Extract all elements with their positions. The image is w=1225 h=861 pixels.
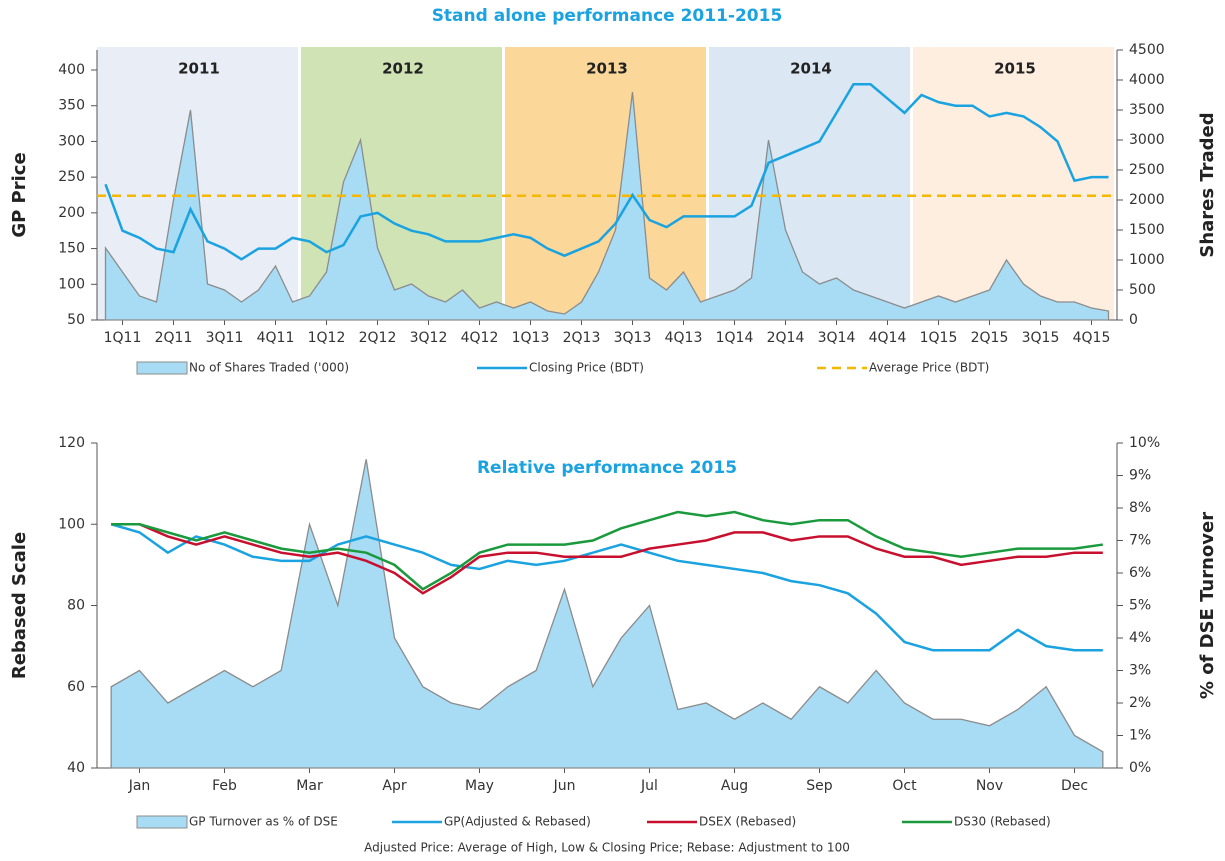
y2-tick-label: 10% (1129, 435, 1160, 451)
x-tick-label: 2Q15 (971, 330, 1009, 346)
y-axis-title: GP Price (9, 152, 30, 237)
legend-label: GP(Adjusted & Rebased) (444, 815, 591, 829)
area-series (104, 91, 1110, 321)
legend-label: Closing Price (BDT) (529, 361, 644, 375)
y-axis-title: Rebased Scale (9, 532, 30, 679)
y-tick-label: 350 (58, 98, 85, 114)
y-tick-label: 80 (67, 598, 85, 614)
y2-tick-label: 0% (1129, 760, 1151, 776)
x-tick-label: 3Q14 (818, 330, 856, 346)
x-tick-label: 1Q12 (308, 330, 346, 346)
chart-title: Stand alone performance 2011-2015 (432, 6, 783, 26)
x-tick-label: 3Q15 (1022, 330, 1060, 346)
band-label: 2013 (586, 60, 628, 78)
y2-tick-label: 3000 (1129, 132, 1165, 148)
x-tick-label: 2Q13 (563, 330, 601, 346)
x-tick-label: Jun (553, 778, 576, 794)
legend-label: No of Shares Traded ('000) (189, 361, 349, 375)
x-tick-label: Feb (212, 778, 237, 794)
y2-tick-label: 1500 (1129, 222, 1165, 238)
y2-tick-label: 500 (1129, 282, 1156, 298)
x-tick-label: Apr (382, 778, 406, 794)
x-tick-label: 3Q13 (614, 330, 652, 346)
y2-tick-label: 5% (1129, 598, 1151, 614)
y2-tick-label: 0 (1129, 312, 1138, 328)
y2-tick-label: 4% (1129, 630, 1151, 646)
legend-swatch (136, 815, 188, 829)
y2-tick-label: 1% (1129, 728, 1151, 744)
band-label: 2012 (382, 60, 424, 78)
y-tick-label: 100 (58, 276, 85, 292)
x-tick-label: Dec (1061, 778, 1088, 794)
y-tick-label: 60 (67, 679, 85, 695)
legend-label: Average Price (BDT) (869, 361, 989, 375)
x-tick-label: 1Q15 (920, 330, 958, 346)
x-tick-label: 3Q12 (410, 330, 448, 346)
y2-axis-title: % of DSE Turnover (1197, 512, 1218, 699)
y2-tick-label: 2500 (1129, 162, 1165, 178)
x-tick-label: 4Q12 (461, 330, 499, 346)
x-tick-label: 4Q15 (1073, 330, 1111, 346)
y-tick-label: 400 (58, 62, 85, 78)
x-tick-label: Aug (721, 778, 748, 794)
y-tick-label: 250 (58, 169, 85, 185)
line-series (111, 523, 1103, 595)
y2-tick-label: 4000 (1129, 72, 1165, 88)
line-series (104, 83, 1109, 261)
x-tick-label: 2Q12 (359, 330, 397, 346)
x-tick-label: 3Q11 (206, 330, 244, 346)
y2-tick-label: 3500 (1129, 102, 1165, 118)
footnote: Adjusted Price: Average of High, Low & C… (364, 841, 850, 855)
x-tick-label: 1Q11 (104, 330, 142, 346)
y-tick-label: 120 (58, 435, 85, 451)
y2-tick-label: 8% (1129, 500, 1151, 516)
band-label: 2015 (994, 60, 1036, 78)
y2-tick-label: 2% (1129, 695, 1151, 711)
line-series (111, 510, 1104, 591)
x-tick-label: 1Q13 (512, 330, 550, 346)
y2-axis-title: Shares Traded (1197, 112, 1218, 257)
legend-label: DSEX (Rebased) (699, 815, 796, 829)
legend-label: GP Turnover as % of DSE (189, 815, 338, 829)
x-tick-label: Nov (976, 778, 1003, 794)
legend-swatch (136, 361, 188, 375)
x-tick-label: 4Q14 (869, 330, 907, 346)
x-tick-label: Sep (806, 778, 833, 794)
x-tick-label: Oct (892, 778, 917, 794)
x-tick-label: Jan (128, 778, 151, 794)
y2-tick-label: 9% (1129, 468, 1151, 484)
band-label: 2014 (790, 60, 832, 78)
y-tick-label: 50 (67, 312, 85, 328)
y2-tick-label: 7% (1129, 533, 1151, 549)
x-tick-label: Jul (640, 778, 658, 794)
y-tick-label: 300 (58, 133, 85, 149)
y2-tick-label: 2000 (1129, 192, 1165, 208)
x-tick-label: 4Q13 (665, 330, 703, 346)
legend-label: DS30 (Rebased) (954, 815, 1051, 829)
x-tick-label: 4Q11 (257, 330, 295, 346)
y2-tick-label: 1000 (1129, 252, 1165, 268)
y-tick-label: 40 (67, 760, 85, 776)
y2-tick-label: 6% (1129, 565, 1151, 581)
y-tick-label: 200 (58, 205, 85, 221)
chart-title: Relative performance 2015 (477, 458, 737, 478)
area-series (110, 459, 1104, 769)
y2-tick-label: 3% (1129, 663, 1151, 679)
x-tick-label: May (465, 778, 494, 794)
x-tick-label: 2Q14 (767, 330, 805, 346)
x-tick-label: 1Q14 (716, 330, 754, 346)
y-tick-label: 100 (58, 516, 85, 532)
y2-tick-label: 4500 (1129, 42, 1165, 58)
band-label: 2011 (178, 60, 220, 78)
year-band (709, 47, 910, 320)
x-tick-label: Mar (296, 778, 323, 794)
line-series (110, 523, 1103, 652)
y-tick-label: 150 (58, 241, 85, 257)
x-tick-label: 2Q11 (155, 330, 193, 346)
